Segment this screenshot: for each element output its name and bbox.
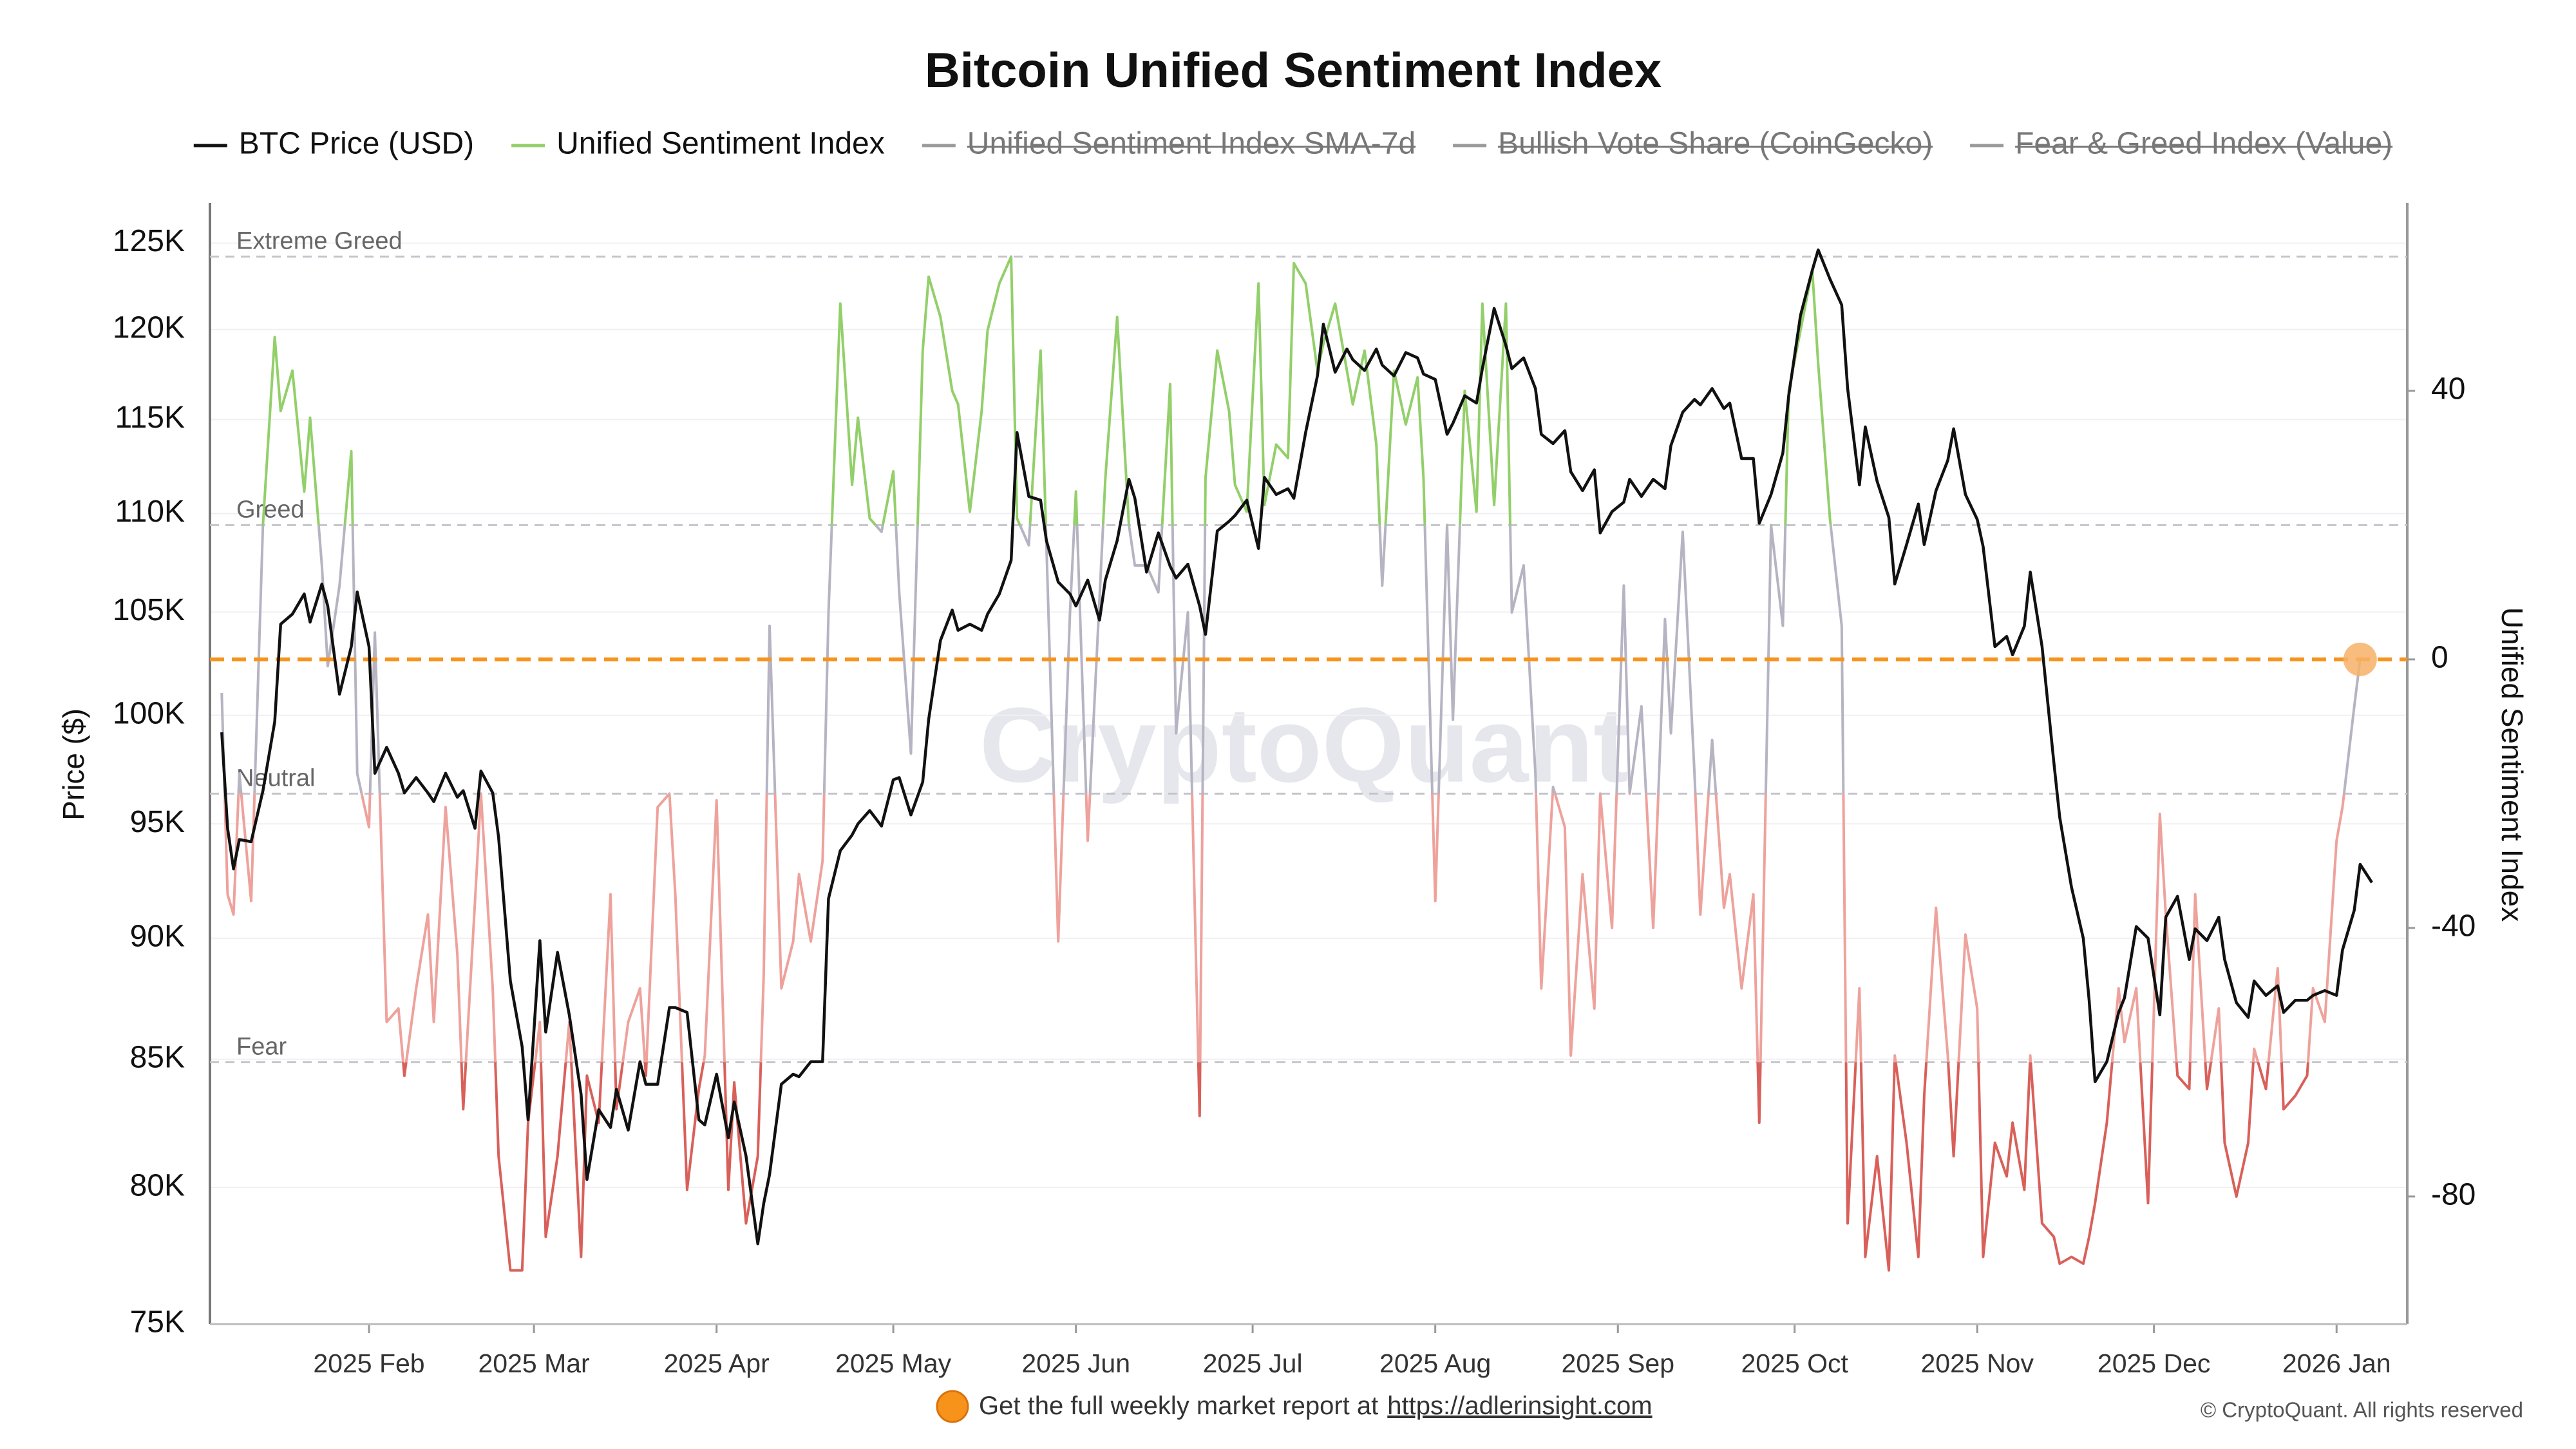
x-tick-label: 2026 Jan: [2282, 1349, 2391, 1378]
zone-label: Fear: [236, 1033, 287, 1060]
y-tick-label: 100K: [113, 696, 185, 730]
legend-label: Fear & Greed Index (Value): [2015, 127, 2392, 161]
legend-label: Bullish Vote Share (CoinGecko): [1498, 127, 1933, 161]
y2-axis-title: Unified Sentiment Index: [2496, 607, 2529, 922]
y-tick-label: 75K: [130, 1305, 185, 1340]
legend-label: BTC Price (USD): [239, 127, 474, 161]
zone-label: Neutral: [236, 764, 316, 791]
footer: Get the full weekly market report at http…: [979, 1392, 1653, 1420]
sentiment-line: [261, 255, 1832, 526]
legend-item[interactable]: Unified Sentiment Index SMA-7d: [922, 127, 1416, 161]
legend-item[interactable]: Fear & Greed Index (Value): [1970, 127, 2393, 161]
end-marker: [2343, 642, 2377, 676]
price-line: [220, 248, 2373, 1245]
y-tick-label: 80K: [130, 1169, 185, 1203]
watermark: CryptoQuant: [980, 686, 1629, 804]
copyright: © CryptoQuant. All rights reserved: [2201, 1398, 2523, 1422]
y-axis-title: Price ($): [57, 708, 90, 820]
x-tick-label: 2025 Dec: [2098, 1349, 2211, 1378]
x-tick-label: 2025 Aug: [1379, 1349, 1491, 1378]
footer-icon: [936, 1390, 969, 1423]
y-tick-label: 110K: [115, 495, 185, 529]
y-tick-label: 105K: [113, 593, 185, 627]
x-tick-label: 2025 Apr: [664, 1349, 770, 1378]
x-tick-label: 2025 Nov: [1920, 1349, 2034, 1378]
chart-title: Bitcoin Unified Sentiment Index: [925, 43, 1662, 98]
legend-item[interactable]: Unified Sentiment Index: [511, 127, 885, 161]
x-tick-label: 2025 Mar: [478, 1349, 590, 1378]
x-tick-label: 2025 Sep: [1561, 1349, 1674, 1378]
zone-label: Greed: [236, 496, 305, 523]
legend-item[interactable]: Bullish Vote Share (CoinGecko): [1453, 127, 1933, 161]
y-tick-label: 85K: [130, 1040, 185, 1074]
sentiment-line: [402, 1062, 2309, 1272]
y2-tick-label: -40: [2431, 909, 2476, 943]
zone-label: Extreme Greed: [236, 227, 402, 254]
y2-tick-label: -80: [2431, 1178, 2476, 1212]
footer-link[interactable]: https://adlerinsight.com: [1387, 1392, 1652, 1420]
x-tick-label: 2025 Oct: [1741, 1349, 1848, 1378]
x-tick-label: 2025 May: [835, 1349, 952, 1378]
x-tick-label: 2025 Jul: [1203, 1349, 1303, 1378]
y-tick-label: 120K: [113, 310, 185, 345]
y2-tick-label: 0: [2431, 641, 2448, 675]
x-tick-label: 2025 Jun: [1021, 1349, 1130, 1378]
y-tick-label: 125K: [113, 224, 185, 258]
legend-label: Unified Sentiment Index SMA-7d: [967, 127, 1416, 161]
y-tick-label: 115K: [115, 401, 185, 435]
footer-text: Get the full weekly market report at: [979, 1392, 1378, 1420]
y-tick-label: 90K: [130, 920, 185, 954]
legend-label: Unified Sentiment Index: [556, 127, 885, 161]
x-tick-label: 2025 Feb: [313, 1349, 424, 1378]
legend-item[interactable]: BTC Price (USD): [193, 127, 474, 161]
y2-tick-label: 40: [2431, 372, 2465, 406]
y-tick-label: 95K: [130, 805, 185, 839]
